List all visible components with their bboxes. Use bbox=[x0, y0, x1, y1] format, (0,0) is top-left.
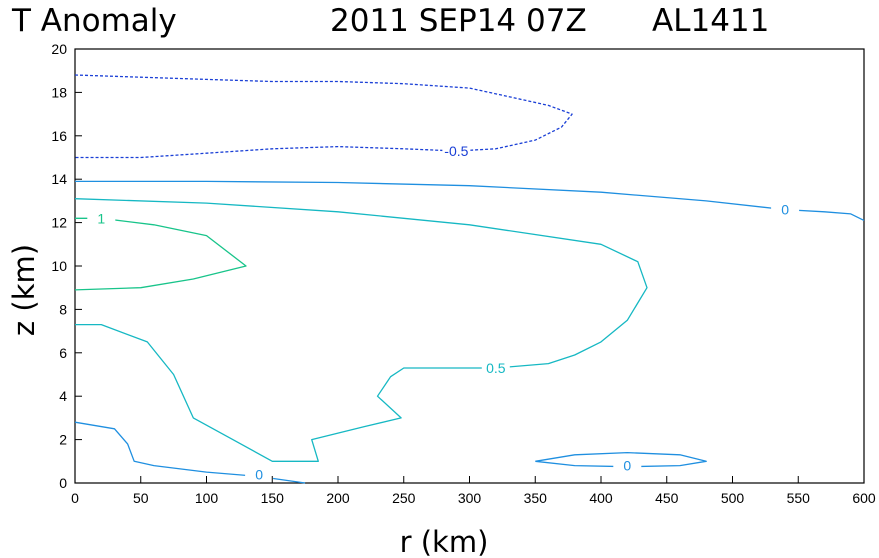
chart-title-field: T Anomaly bbox=[11, 3, 177, 39]
y-tick-label: 10 bbox=[51, 258, 67, 274]
x-tick-label: 100 bbox=[195, 490, 219, 506]
contour-label-4: 0 bbox=[255, 466, 263, 482]
y-axis-label: z (km) bbox=[7, 244, 41, 336]
y-tick-label: 0 bbox=[59, 475, 67, 491]
contour-label-3: 1 bbox=[97, 210, 105, 226]
y-tick-label: 12 bbox=[51, 215, 67, 231]
x-tick-label: 500 bbox=[721, 490, 745, 506]
contour-lines: -0.5 0 0.5 1 0 0 bbox=[74, 74, 865, 484]
contour-label-backing bbox=[771, 201, 800, 217]
x-tick-label: 550 bbox=[787, 490, 811, 506]
contour-line-3 bbox=[74, 217, 247, 291]
y-tick-label: 20 bbox=[51, 41, 67, 57]
y-tick-label: 8 bbox=[59, 301, 67, 317]
x-tick-label: 0 bbox=[71, 490, 79, 506]
x-tick-label: 200 bbox=[326, 490, 350, 506]
y-tick-label: 16 bbox=[51, 128, 67, 144]
contour-label-backing bbox=[442, 142, 471, 158]
x-tick-label: 400 bbox=[589, 490, 613, 506]
chart-title-datetime: 2011 SEP14 07Z bbox=[330, 3, 587, 39]
contour-label-backing bbox=[87, 210, 116, 226]
x-tick-label: 450 bbox=[655, 490, 679, 506]
contour-label-1: 0 bbox=[781, 202, 789, 218]
contour-line-1 bbox=[75, 180, 865, 221]
chart-title-storm: AL1411 bbox=[652, 3, 769, 39]
y-tick-label: 6 bbox=[59, 345, 67, 361]
x-tick-label: 350 bbox=[524, 490, 548, 506]
x-tick-label: 600 bbox=[852, 490, 876, 506]
y-tick-label: 2 bbox=[59, 432, 67, 448]
x-axis-label: r (km) bbox=[400, 525, 489, 558]
x-tick-label: 250 bbox=[392, 490, 416, 506]
contour-label-backing bbox=[481, 359, 510, 375]
y-axis-ticks: 0 2 4 6 8 10 12 14 16 18 20 bbox=[51, 41, 82, 491]
x-tick-label: 300 bbox=[458, 490, 482, 506]
contour-line-2 bbox=[74, 198, 648, 462]
y-tick-label: 4 bbox=[59, 388, 67, 404]
y-tick-label: 18 bbox=[51, 84, 67, 100]
contour-label-2: 0.5 bbox=[486, 360, 506, 376]
contour-line-0 bbox=[74, 74, 573, 159]
contour-label-0: -0.5 bbox=[444, 143, 468, 159]
contour-line-5 bbox=[535, 451, 707, 468]
y-tick-label: 14 bbox=[51, 171, 67, 187]
contour-label-5: 0 bbox=[623, 458, 631, 474]
contour-label-backing bbox=[613, 457, 642, 473]
x-tick-label: 150 bbox=[261, 490, 285, 506]
contour-label-backing bbox=[245, 466, 274, 482]
x-axis-ticks: 0 50 100 150 200 250 300 350 400 450 500 550 600 bbox=[71, 476, 876, 506]
x-tick-label: 50 bbox=[133, 490, 149, 506]
